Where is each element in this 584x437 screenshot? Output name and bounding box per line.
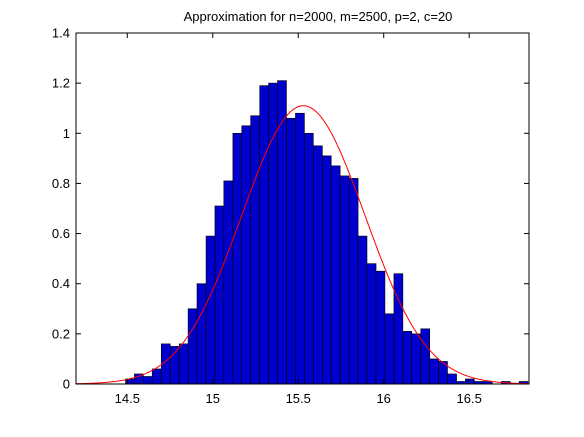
- histogram-bar: [393, 273, 404, 385]
- chart-title: Approximation for n=2000, m=2500, p=2, c…: [184, 9, 453, 24]
- histogram-bar: [151, 368, 162, 385]
- histogram-bar: [429, 358, 439, 385]
- histogram-bar: [348, 178, 359, 385]
- x-tick-label: 15.5: [286, 391, 311, 406]
- histogram-bar: [304, 132, 314, 385]
- plot-area-frame: [75, 32, 530, 385]
- histogram-bar: [366, 263, 377, 385]
- histogram-bar: [178, 343, 189, 385]
- histogram-bar: [411, 333, 421, 385]
- histogram-bar: [286, 117, 296, 385]
- y-tick-label: 0: [63, 377, 70, 392]
- histogram-bar: [259, 85, 269, 385]
- histogram-bar: [250, 115, 260, 385]
- histogram-bar: [295, 112, 305, 385]
- histogram-bar: [384, 313, 395, 385]
- histogram-bar: [196, 283, 207, 385]
- y-axis: 0 0.2 0.4 0.6 0.8 1 1.2 1.4: [52, 26, 529, 392]
- y-tick-label: 1: [63, 126, 70, 141]
- y-tick-label: 1.2: [52, 76, 70, 91]
- y-tick-label: 1.4: [52, 26, 70, 41]
- histogram-bar: [205, 235, 216, 385]
- histogram-bar: [268, 82, 278, 385]
- x-tick-label: 16: [376, 391, 390, 406]
- x-tick-label: 15: [206, 391, 220, 406]
- histogram-bar: [169, 346, 180, 385]
- y-tick-label: 0.4: [52, 276, 70, 291]
- histogram-bar: [330, 165, 341, 385]
- histogram-bar: [465, 378, 475, 385]
- x-tick-label: 16.5: [457, 391, 482, 406]
- histogram-bar: [402, 331, 413, 385]
- histogram-bar: [223, 180, 234, 385]
- normal-curve-line: [75, 105, 530, 385]
- histogram-bar: [187, 308, 198, 385]
- x-tick-label: 14.5: [115, 391, 140, 406]
- histogram-bar: [232, 132, 243, 385]
- y-tick-label: 0.6: [52, 226, 70, 241]
- histogram-bar: [214, 205, 225, 385]
- x-axis: 14.5 15 15.5 16 16.5: [115, 33, 482, 406]
- normal-curve-layer: [75, 105, 530, 385]
- y-tick-label: 0.8: [52, 176, 70, 191]
- histogram-bar: [420, 328, 431, 385]
- histogram-bar: [321, 155, 332, 385]
- histogram-bar: [357, 235, 368, 385]
- histogram-bar: [375, 270, 386, 385]
- histogram-bar: [339, 175, 350, 385]
- histogram-bar: [241, 125, 252, 385]
- histogram-bar: [447, 373, 457, 385]
- histogram-bar: [143, 376, 153, 385]
- histogram-bar: [313, 145, 323, 385]
- y-tick-label: 0.2: [52, 326, 70, 341]
